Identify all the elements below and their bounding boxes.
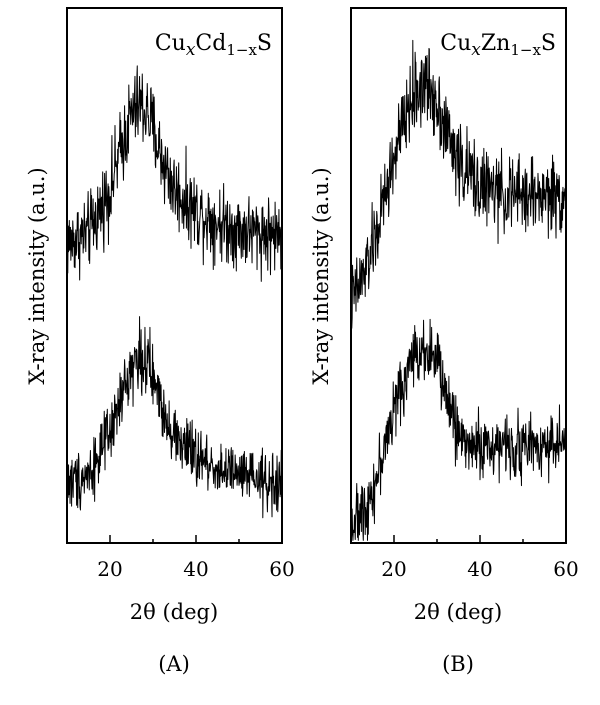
panel-b-series-2-trace bbox=[350, 318, 567, 541]
panel-a-title: CuxCd1−xS bbox=[155, 31, 272, 60]
panel-a: 20 40 60 CuxCd1−xS X-ray intensity (a.u.) … bbox=[25, 7, 295, 676]
panel-a-frame bbox=[66, 7, 283, 544]
panel-a-series-2-trace bbox=[66, 316, 283, 519]
panel-a-xlabel: 2θ (deg) bbox=[130, 600, 218, 624]
panel-a-ylabel: X-ray intensity (a.u.) bbox=[25, 167, 49, 384]
panel-b-series-1-trace bbox=[350, 39, 567, 329]
panel-a-series-layer bbox=[66, 65, 283, 519]
panel-a-tick-layer: 20 40 60 bbox=[66, 535, 295, 581]
panel-b-xlabel: 2θ (deg) bbox=[414, 600, 502, 624]
panel-a-tick-label-40: 40 bbox=[183, 557, 208, 581]
panel-a-letter: (A) bbox=[158, 652, 190, 676]
panel-a-series-1-trace bbox=[66, 65, 283, 282]
panel-b-letter: (B) bbox=[442, 652, 474, 676]
panel-b-frame bbox=[350, 7, 567, 544]
panel-b-tick-label-20: 20 bbox=[381, 557, 406, 581]
panel-b-title: CuxZn1−xS bbox=[440, 31, 556, 60]
panel-b-series-layer bbox=[350, 39, 567, 541]
panel-a-tick-label-60: 60 bbox=[269, 557, 294, 581]
panel-b-tick-label-40: 40 bbox=[467, 557, 492, 581]
panel-a-tick-label-20: 20 bbox=[97, 557, 122, 581]
panel-b-ylabel: X-ray intensity (a.u.) bbox=[309, 167, 333, 384]
panel-b: 20 40 60 CuxZn1−xS X-ray intensity (a.u.) … bbox=[309, 7, 579, 676]
panel-b-tick-label-60: 60 bbox=[553, 557, 578, 581]
panel-b-tick-layer: 20 40 60 bbox=[350, 535, 579, 581]
